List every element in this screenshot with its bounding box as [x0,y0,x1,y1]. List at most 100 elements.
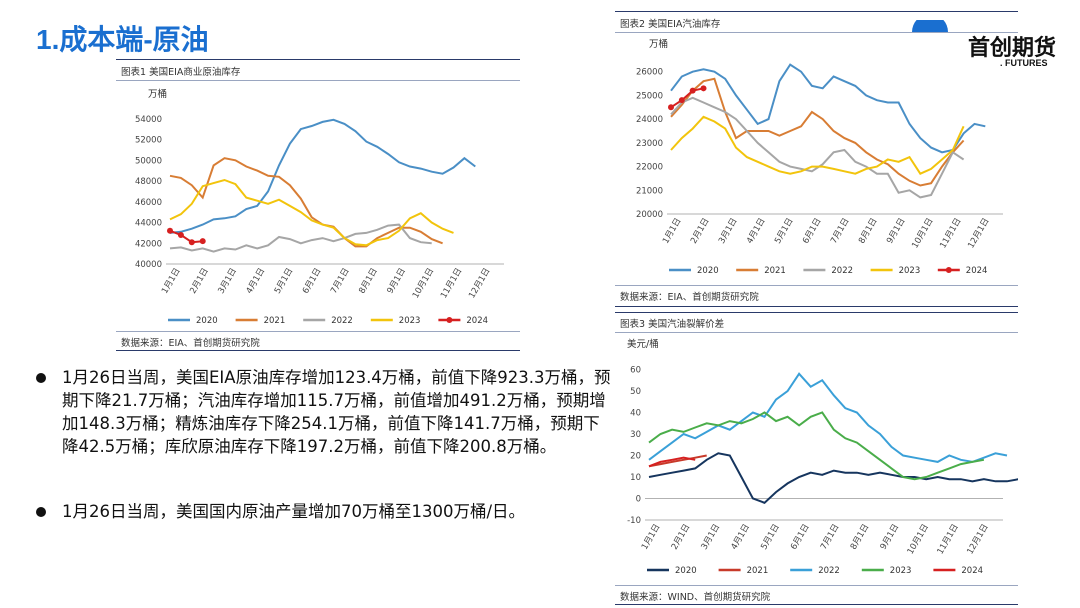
series-line-2022 [169,223,432,253]
bullet-text: 1月26日当周，美国国内原油产量增加70万桶至1300万桶/日。 [62,502,526,521]
series-point-2024 [177,231,184,238]
series-point-2024 [689,87,696,94]
chart2-eia-gasoline-stocks: 万桶 26000 25000 24000 23000 22000 21000 200001月1… [636,38,1003,276]
legend-label-2024: 2024 [466,316,488,326]
y-tick-label: 52000 [135,136,162,146]
x-tick-label: 9月1日 [385,267,408,296]
y-tick-label: 22000 [636,163,663,173]
x-tick-label: 11月1日 [938,217,963,251]
series-point-2024 [678,97,685,104]
chart1-eia-crude-stocks: 万桶 54000 52000 50000 48000 46000 44000 42000 400… [135,88,504,326]
bullet-dot-icon [36,373,46,383]
y-tick-label: 50000 [135,156,162,166]
chart3-bottom-rule [615,604,1018,605]
chart2-top-rule [615,11,1018,12]
y-tick-label: 26000 [636,68,663,78]
y-tick-label: 40 [630,409,641,419]
x-tick-label: 12月1日 [467,267,492,301]
series-line-2021 [648,454,707,468]
legend-label-2021: 2021 [764,266,786,276]
y-tick-label: 20000 [636,210,663,220]
bullet-production: 1月26日当周，美国国内原油产量增加70万桶至1300万桶/日。 [36,500,611,523]
y-tick-label: 30 [630,430,641,440]
y-tick-label: 25000 [636,91,663,101]
legend-label-2020: 2020 [196,316,218,326]
chart3-caption: 图表3 美国汽油裂解价差 [620,319,725,330]
legend-label-2024: 2024 [966,266,988,276]
bullet-text: 1月26日当周，美国EIA原油库存增加123.4万桶，前值下降923.3万桶，预… [62,368,611,456]
y-tick-label: 24000 [636,115,663,125]
legend-label-2022: 2022 [331,316,353,326]
bullet-inventory: 1月26日当周，美国EIA原油库存增加123.4万桶，前值下降923.3万桶，预… [36,366,611,458]
x-tick-label: 10月1日 [411,267,436,301]
series-line-2023 [648,411,985,481]
y-tick-label: 23000 [636,139,663,149]
x-tick-label: 4月1日 [745,217,768,246]
x-tick-label: 7月1日 [829,217,852,246]
chart2-source: 数据来源：EIA、首创期货研究院 [620,292,759,303]
legend-label-2023: 2023 [899,266,921,276]
legend-marker-2024 [945,267,952,273]
x-tick-label: 5月1日 [773,217,796,246]
series-line-2022 [670,96,965,199]
legend-label-2024: 2024 [961,566,983,576]
chart2-caption-rule [615,32,1018,33]
chart1-source-rule [116,331,520,332]
legend-label-2023: 2023 [890,566,912,576]
x-tick-label: 2月1日 [670,523,693,552]
series-line-2024 [648,456,696,468]
x-tick-label: 9月1日 [879,523,902,552]
x-tick-label: 7月1日 [329,267,352,296]
legend-label-2021: 2021 [264,316,286,326]
series-line-2020 [169,118,476,234]
x-tick-label: 3月1日 [700,523,723,552]
x-tick-label: 3月1日 [216,267,239,296]
chart1-bottom-rule [116,350,520,351]
chart1-caption-rule [116,80,520,81]
x-tick-label: 1月1日 [640,523,663,552]
unit-label: 万桶 [148,88,167,100]
chart1-caption: 图表1 美国EIA商业原油库存 [121,67,241,78]
x-tick-label: 11月1日 [439,267,464,301]
series-line-2023 [670,115,965,175]
y-tick-label: 50 [630,387,641,397]
x-tick-label: 1月1日 [661,217,684,246]
x-tick-label: 2月1日 [188,267,211,296]
series-line-2024 [670,87,704,109]
y-tick-label: 40000 [135,260,162,270]
bullet-dot-icon [36,507,46,517]
chart1-top-rule [116,59,520,60]
series-line-2024 [169,229,203,244]
x-tick-label: 7月1日 [819,523,842,552]
x-tick-label: 9月1日 [885,217,908,246]
x-tick-label: 6月1日 [301,267,324,296]
logo-text: 首创期货 [968,35,1057,60]
x-tick-label: 6月1日 [789,523,812,552]
y-tick-label: 20 [630,452,641,462]
x-tick-label: 5月1日 [759,523,782,552]
series-line-2021 [670,77,965,187]
legend-label-2020: 2020 [697,266,719,276]
unit-label: 美元/桶 [627,338,659,350]
page-title: 1.成本端-原油 [36,24,209,55]
y-tick-label: 60 [630,366,641,376]
series-line-2022 [648,372,1008,463]
logo-subtext: . FUTURES [1000,58,1048,68]
legend-label-2023: 2023 [399,316,421,326]
x-tick-label: 12月1日 [966,217,991,251]
series-line-2021 [169,157,443,248]
x-tick-label: 4月1日 [245,267,268,296]
y-tick-label: 46000 [135,198,162,208]
x-tick-label: 4月1日 [729,523,752,552]
chart3-source-rule [615,585,1018,586]
chart3-caption-rule [615,332,1018,333]
chart2-caption: 图表2 美国EIA汽油库存 [620,19,721,30]
x-tick-label: 10月1日 [906,523,931,557]
y-tick-label: 42000 [135,239,162,249]
y-tick-label: -10 [627,516,641,526]
legend-marker-2024 [446,317,453,323]
chart2-bottom-rule [615,306,1018,307]
series-point-2024 [188,239,195,246]
series-line-2020 [670,63,986,154]
series-line-2020 [648,452,1018,504]
